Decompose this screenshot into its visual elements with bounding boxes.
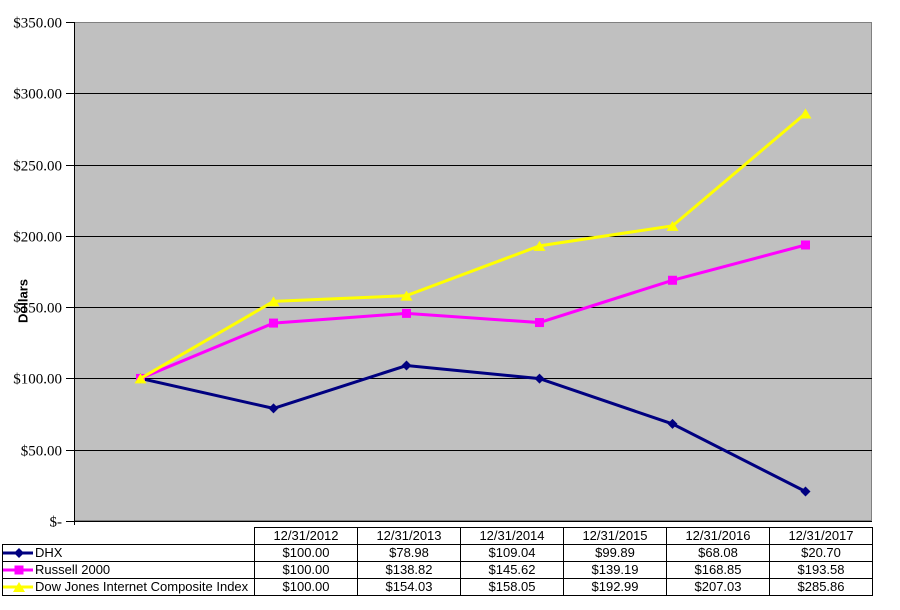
value-cell: $68.08 [666,544,770,562]
value-cell: $139.19 [563,561,667,579]
series-label: Russell 2000 [35,562,111,578]
column-header: 12/31/2016 [666,527,770,545]
y-axis-title: Dollars [15,278,31,324]
performance-data-table: 12/31/2012 12/31/2013 12/31/2014 12/31/2015… [2,527,873,596]
data-point-dhx [800,486,811,497]
value-cell: $145.62 [460,561,564,579]
table-header-row: 12/31/2012 12/31/2013 12/31/2014 12/31/2015… [3,527,873,545]
value-cell: $285.86 [769,578,873,596]
legend-key-russell-2000 [3,565,33,575]
legend-entry: Russell 2000 [3,562,254,578]
column-header: 12/31/2017 [769,527,873,545]
value-cell: $138.82 [357,561,461,579]
y-axis-tick-label: $- [50,515,63,528]
value-cell: $154.03 [357,578,461,596]
data-point-dhx [268,403,279,414]
data-point-dow-jones-internet-composite-index [799,108,812,119]
series-line-dhx [140,364,807,493]
y-axis-tick-label: $200.00 [13,230,62,246]
data-point-dow-jones-internet-composite-index [134,373,147,384]
data-point-russell-2000 [269,318,278,328]
legend-cell-russell-2000: Russell 2000 [2,561,255,579]
value-cell: $20.70 [769,544,873,562]
data-point-dhx [667,418,678,429]
table-row-dhx: DHX $100.00 $78.98 $109.04 $99.89 $68.08 $20.7… [2,544,873,562]
column-header: 12/31/2012 [254,527,358,545]
value-cell: $100.00 [254,561,358,579]
data-point-dhx [534,373,545,384]
column-header: 12/31/2014 [460,527,564,545]
legend-cell-dow-jones-internet-composite-index: Dow Jones Internet Composite Index [2,578,255,596]
column-header: 12/31/2015 [563,527,667,545]
y-axis-tick-label: $250.00 [13,159,62,175]
y-axis-tick-label: $50.00 [21,444,62,460]
value-cell: $193.58 [769,561,873,579]
value-cell: $168.85 [666,561,770,579]
data-point-russell-2000 [535,318,544,328]
value-cell: $158.05 [460,578,564,596]
data-point-dow-jones-internet-composite-index [400,290,413,301]
value-cell: $99.89 [563,544,667,562]
y-axis-tick-label: $100.00 [13,372,62,388]
data-point-dow-jones-internet-composite-index [267,296,280,307]
data-point-dow-jones-internet-composite-index [666,220,679,231]
data-point-russell-2000 [668,275,677,285]
legend-marker-dow-jones-internet-composite-index [13,582,25,592]
series-label: DHX [35,545,63,561]
value-cell: $109.04 [460,544,564,562]
table-row-russell-2000: Russell 2000 $100.00 $138.82 $145.62 $139.19… [2,561,873,579]
value-cell: $100.00 [254,544,358,562]
series-line-russell-2000 [139,243,806,380]
legend-cell-dhx: DHX [2,544,255,562]
legend-entry: Dow Jones Internet Composite Index [3,579,254,595]
value-cell: $78.98 [357,544,461,562]
data-point-russell-2000 [402,308,411,318]
series-line-dow-jones-internet-composite-index [139,112,807,380]
table-corner-blank [3,528,255,545]
data-point-dow-jones-internet-composite-index [533,240,546,251]
legend-entry: DHX [3,545,254,561]
value-cell: $192.99 [563,578,667,596]
legend-key-dow-jones-internet-composite-index [3,582,33,592]
legend-marker-dhx [14,548,24,558]
column-header: 12/31/2013 [357,527,461,545]
table-row-dow-jones-internet-composite-index: Dow Jones Internet Composite Index $100.0… [2,578,873,596]
performance-line-chart: $- $50.00 $100.00 $150.00 $200.00 $250.00 $300… [13,16,872,528]
data-point-dhx [401,360,412,371]
series-label: Dow Jones Internet Composite Index [35,579,249,595]
y-axis-tick-label: $350.00 [13,16,62,32]
y-axis-tick-label: $150.00 [13,301,62,317]
value-cell: $207.03 [666,578,770,596]
y-axis-tick-label: $300.00 [13,87,62,103]
data-point-russell-2000 [801,240,810,250]
legend-marker-russell-2000 [14,565,24,575]
value-cell: $100.00 [254,578,358,596]
legend-key-dhx [3,548,33,558]
